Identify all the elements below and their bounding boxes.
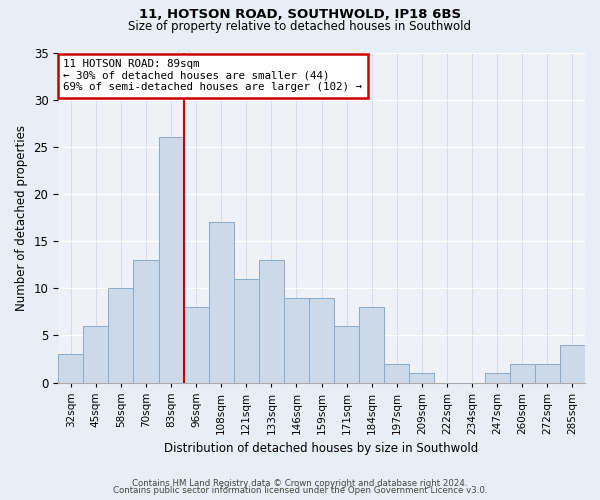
Text: 11, HOTSON ROAD, SOUTHWOLD, IP18 6BS: 11, HOTSON ROAD, SOUTHWOLD, IP18 6BS: [139, 8, 461, 20]
Bar: [384, 364, 409, 382]
Bar: [485, 373, 510, 382]
Bar: [158, 138, 184, 382]
Bar: [535, 364, 560, 382]
Bar: [184, 307, 209, 382]
X-axis label: Distribution of detached houses by size in Southwold: Distribution of detached houses by size …: [164, 442, 479, 455]
Text: Contains HM Land Registry data © Crown copyright and database right 2024.: Contains HM Land Registry data © Crown c…: [132, 478, 468, 488]
Bar: [334, 326, 359, 382]
Bar: [359, 307, 384, 382]
Bar: [560, 345, 585, 383]
Bar: [133, 260, 158, 382]
Bar: [259, 260, 284, 382]
Bar: [234, 279, 259, 382]
Bar: [284, 298, 309, 382]
Text: Size of property relative to detached houses in Southwold: Size of property relative to detached ho…: [128, 20, 472, 33]
Bar: [58, 354, 83, 382]
Bar: [309, 298, 334, 382]
Bar: [209, 222, 234, 382]
Bar: [109, 288, 133, 382]
Text: 11 HOTSON ROAD: 89sqm
← 30% of detached houses are smaller (44)
69% of semi-deta: 11 HOTSON ROAD: 89sqm ← 30% of detached …: [64, 59, 362, 92]
Text: Contains public sector information licensed under the Open Government Licence v3: Contains public sector information licen…: [113, 486, 487, 495]
Y-axis label: Number of detached properties: Number of detached properties: [15, 124, 28, 310]
Bar: [409, 373, 434, 382]
Bar: [510, 364, 535, 382]
Bar: [83, 326, 109, 382]
